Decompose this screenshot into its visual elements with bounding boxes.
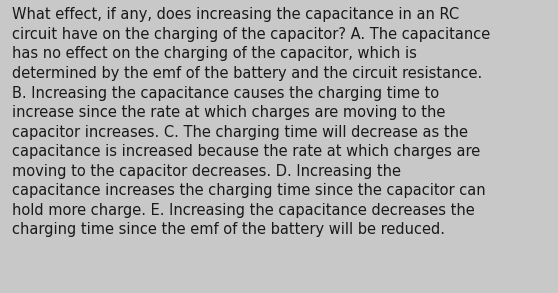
- Text: What effect, if any, does increasing the capacitance in an RC
circuit have on th: What effect, if any, does increasing the…: [12, 7, 490, 238]
